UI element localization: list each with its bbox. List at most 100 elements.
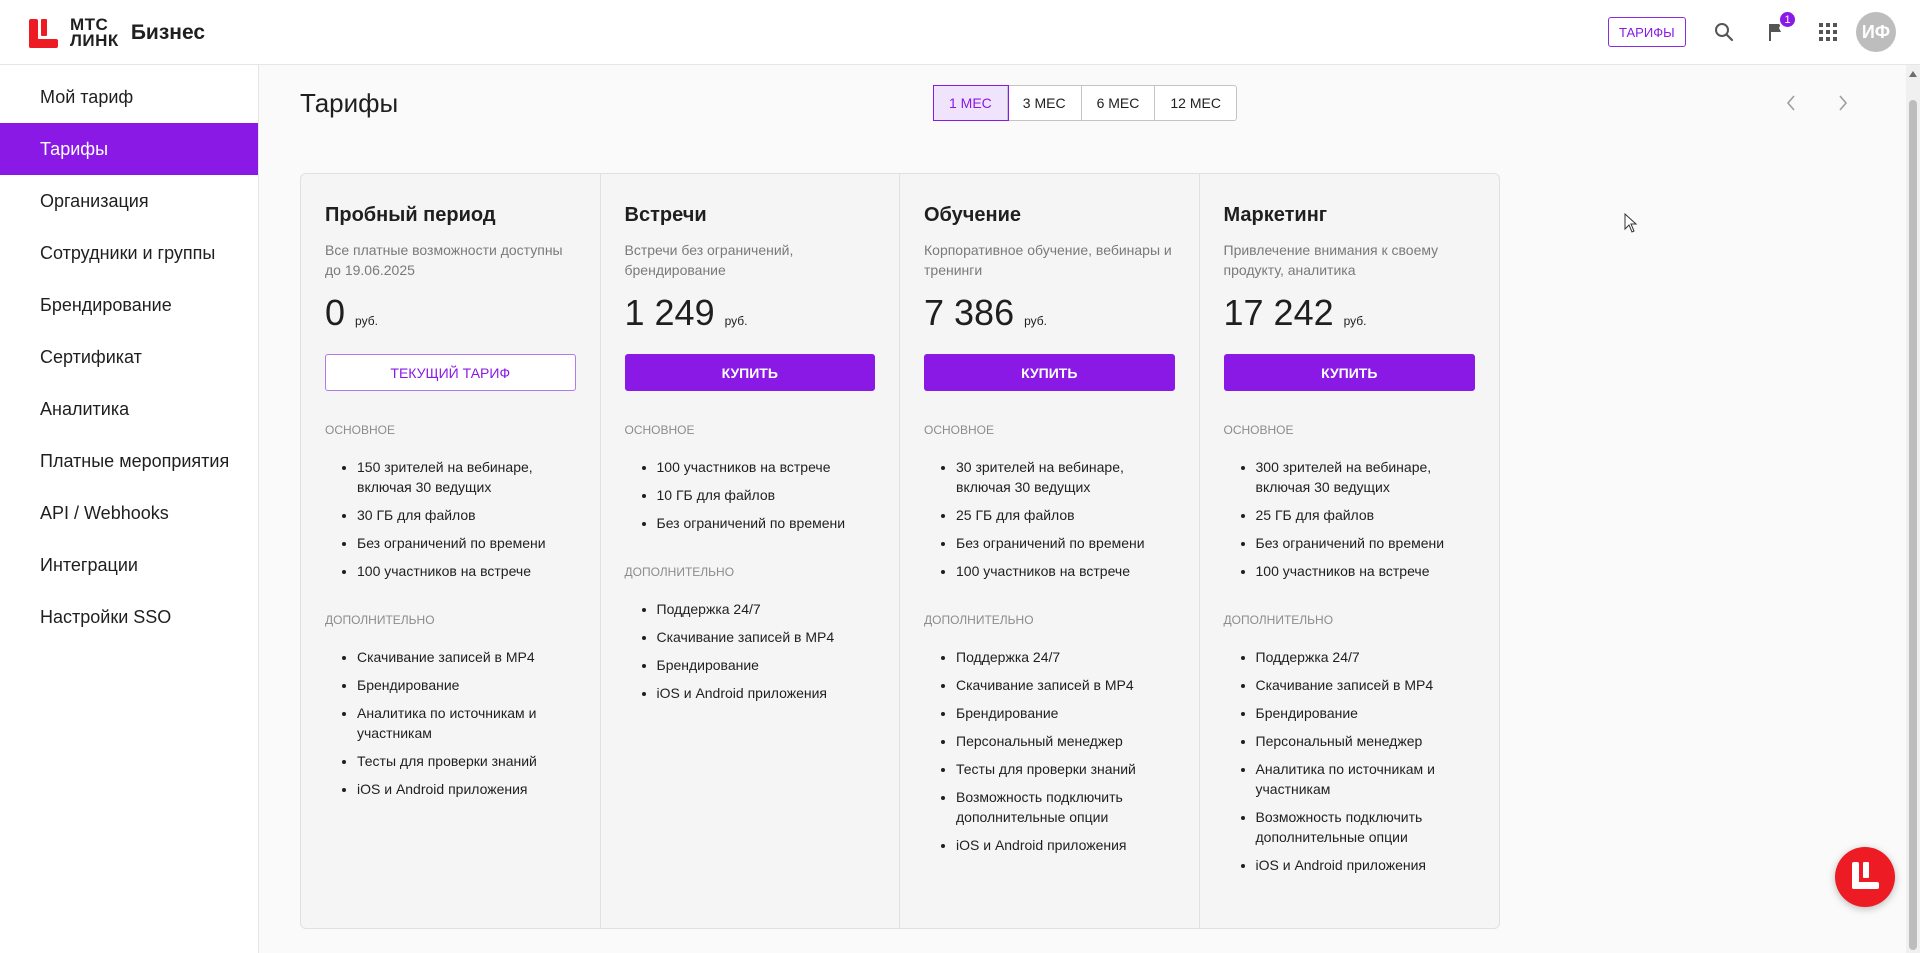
extra-features-list: Скачивание записей в MP4 Брендирование А…: [325, 647, 576, 799]
plan-card-meetings: Встречи Встречи без ограничений, брендир…: [601, 174, 900, 928]
current-tariff-button[interactable]: ТЕКУЩИЙ ТАРИФ: [325, 354, 576, 391]
plan-description: Привлечение внимания к своему продукту, …: [1223, 242, 1439, 278]
buy-button[interactable]: КУПИТЬ: [924, 354, 1175, 391]
price-unit: руб.: [1343, 314, 1367, 328]
list-item: Без ограничений по времени: [956, 533, 1175, 553]
list-item: Без ограничений по времени: [1256, 533, 1476, 553]
top-header: МТС ЛИНК Бизнес ТАРИФЫ 1 ИФ: [0, 0, 1920, 65]
extra-section-label: ДОПОЛНИТЕЛЬНО: [325, 613, 435, 627]
logo-line-1: МТС: [70, 15, 109, 34]
scroll-up-icon[interactable]: [1909, 71, 1917, 77]
list-item: iOS и Android приложения: [1256, 855, 1476, 875]
list-item: 25 ГБ для файлов: [956, 505, 1175, 525]
list-item: Возможность подключить дополнительные оп…: [1256, 807, 1476, 847]
plan-price: 0 руб.: [325, 292, 576, 340]
basic-section-label: ОСНОВНОЕ: [924, 423, 995, 437]
list-item: Поддержка 24/7: [657, 599, 876, 619]
list-item: Скачивание записей в MP4: [657, 627, 876, 647]
tariffs-button[interactable]: ТАРИФЫ: [1608, 17, 1686, 47]
plan-name: Встречи: [624, 204, 707, 226]
extra-features-list: Поддержка 24/7 Скачивание записей в MP4 …: [924, 647, 1175, 855]
sidebar-item-employees-groups[interactable]: Сотрудники и группы: [40, 242, 216, 263]
chevron-left-icon[interactable]: [1780, 92, 1802, 114]
list-item: iOS и Android приложения: [357, 779, 576, 799]
page-title: Тарифы: [300, 88, 399, 118]
logo[interactable]: МТС ЛИНК Бизнес: [29, 15, 206, 49]
list-item: 100 участников на встрече: [357, 561, 576, 581]
list-item: 300 зрителей на вебинаре, включая 30 вед…: [1256, 457, 1476, 497]
sidebar-item-tariffs[interactable]: Тарифы: [0, 123, 258, 175]
list-item: Брендирование: [1256, 703, 1476, 723]
chevron-right-icon[interactable]: [1832, 92, 1854, 114]
period-1-month[interactable]: 1 МЕС: [933, 85, 1009, 121]
price-unit: руб.: [724, 314, 748, 328]
extra-section-label: ДОПОЛНИТЕЛЬНО: [924, 613, 1034, 627]
basic-features-list: 300 зрителей на вебинаре, включая 30 вед…: [1224, 457, 1476, 581]
scroll-thumb[interactable]: [1909, 100, 1917, 950]
list-item: Аналитика по источникам и участникам: [1256, 759, 1476, 799]
period-selector: 1 МЕС 3 МЕС 6 МЕС 12 МЕС: [933, 85, 1237, 121]
plan-price: 7 386 руб.: [924, 292, 1175, 340]
list-item: iOS и Android приложения: [956, 835, 1175, 855]
mts-link-logo-icon: [29, 18, 58, 48]
sidebar-item-organization[interactable]: Организация: [40, 190, 149, 211]
period-12-months[interactable]: 12 МЕС: [1170, 95, 1221, 111]
price-value: 7 386: [924, 292, 1015, 333]
list-item: Возможность подключить дополнительные оп…: [956, 787, 1175, 827]
list-item: 10 ГБ для файлов: [657, 485, 876, 505]
sidebar-item-my-tariff[interactable]: Мой тариф: [40, 86, 134, 107]
price-value: 0: [325, 292, 346, 333]
extra-section-label: ДОПОЛНИТЕЛЬНО: [624, 565, 735, 579]
mouse-cursor-icon: [1624, 212, 1638, 233]
list-item: 100 участников на встрече: [1256, 561, 1476, 581]
list-item: Брендирование: [657, 655, 876, 675]
sidebar-item-certificate[interactable]: Сертификат: [40, 346, 142, 367]
flag-icon[interactable]: [1763, 19, 1789, 45]
list-item: Персональный менеджер: [1256, 731, 1476, 751]
list-item: 100 участников на встрече: [657, 457, 876, 477]
price-unit: руб.: [355, 314, 378, 328]
avatar[interactable]: ИФ: [1856, 12, 1896, 52]
buy-button[interactable]: КУПИТЬ: [624, 354, 875, 391]
sidebar-item-sso-settings[interactable]: Настройки SSO: [40, 606, 172, 627]
plan-name: Обучение: [924, 204, 1022, 226]
support-chat-button[interactable]: [1835, 847, 1895, 907]
list-item: Брендирование: [357, 675, 576, 695]
list-item: 150 зрителей на вебинаре, включая 30 вед…: [357, 457, 576, 497]
plan-name: Пробный период: [325, 204, 496, 226]
list-item: Поддержка 24/7: [956, 647, 1175, 667]
basic-features-list: 30 зрителей на вебинаре, включая 30 веду…: [924, 457, 1175, 581]
search-icon[interactable]: [1711, 19, 1737, 45]
basic-features-list: 150 зрителей на вебинаре, включая 30 вед…: [325, 457, 576, 581]
sidebar-item-integrations[interactable]: Интеграции: [40, 554, 138, 575]
plan-description: Корпоративное обучение, вебинары и трени…: [924, 242, 1172, 278]
list-item: Тесты для проверки знаний: [956, 759, 1175, 779]
basic-section-label: ОСНОВНОЕ: [325, 423, 396, 437]
list-item: iOS и Android приложения: [657, 683, 876, 703]
list-item: 100 участников на встрече: [956, 561, 1175, 581]
sidebar: Мой тариф Тарифы Организация Сотрудники …: [0, 65, 259, 953]
buy-button[interactable]: КУПИТЬ: [1223, 354, 1475, 391]
period-6-months[interactable]: 6 МЕС: [1082, 86, 1156, 120]
sidebar-item-paid-events[interactable]: Платные мероприятия: [40, 450, 230, 471]
plan-card-education: Обучение Корпоративное обучение, вебинар…: [900, 174, 1200, 928]
list-item: 25 ГБ для файлов: [1256, 505, 1476, 525]
sidebar-item-branding[interactable]: Брендирование: [40, 294, 172, 315]
notification-badge: 1: [1778, 10, 1797, 29]
list-item: 30 зрителей на вебинаре, включая 30 веду…: [956, 457, 1175, 497]
plan-description: Встречи без ограничений, брендирование: [624, 242, 794, 278]
list-item: 30 ГБ для файлов: [357, 505, 576, 525]
plan-price: 17 242 руб.: [1224, 292, 1476, 340]
sidebar-item-analytics[interactable]: Аналитика: [40, 398, 130, 419]
scrollbar[interactable]: [1906, 65, 1920, 953]
mts-link-logo-icon: [1852, 862, 1859, 889]
list-item: Аналитика по источникам и участникам: [357, 703, 576, 743]
price-value: 17 242: [1223, 292, 1334, 333]
apps-grid-icon[interactable]: [1815, 19, 1841, 45]
product-name: Бизнес: [130, 21, 206, 44]
price-unit: руб.: [1024, 314, 1047, 328]
period-3-months[interactable]: 3 МЕС: [1008, 86, 1082, 120]
list-item: Скачивание записей в MP4: [357, 647, 576, 667]
plan-card-trial: Пробный период Все платные возможности д…: [301, 174, 601, 928]
sidebar-item-api-webhooks[interactable]: API / Webhooks: [40, 502, 169, 523]
